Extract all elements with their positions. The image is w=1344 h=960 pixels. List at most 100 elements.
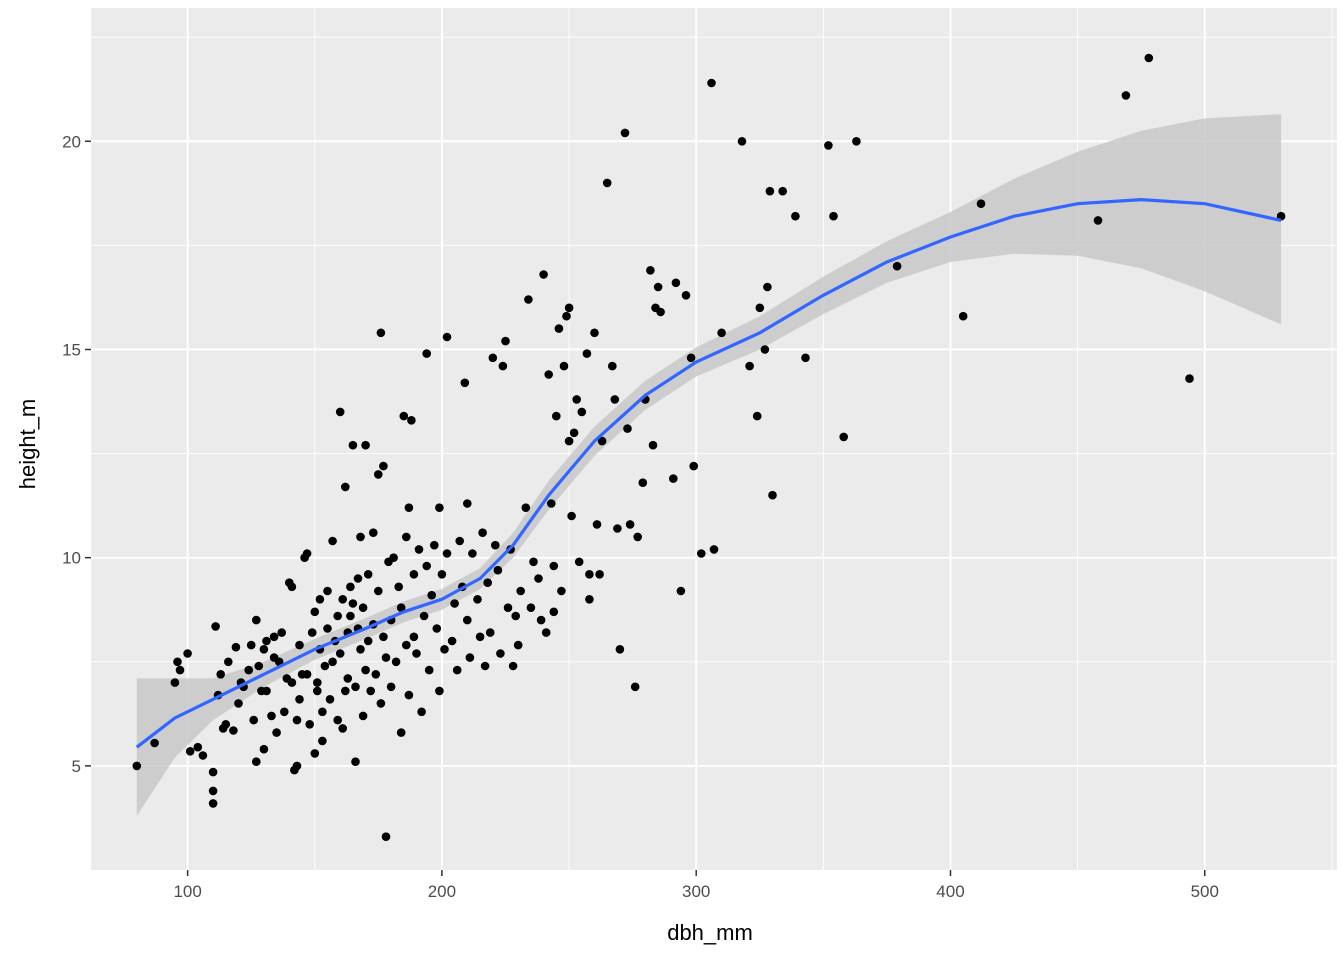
data-point — [549, 607, 559, 617]
x-tick-label: 400 — [936, 882, 964, 901]
y-axis-title: height_m — [15, 399, 40, 490]
data-point — [435, 686, 444, 696]
data-point — [791, 211, 800, 221]
data-point — [356, 532, 365, 542]
data-point — [351, 682, 360, 692]
data-point — [569, 428, 579, 438]
data-point — [752, 411, 762, 421]
data-point — [251, 615, 261, 625]
data-point — [409, 570, 419, 579]
data-point — [310, 749, 320, 758]
data-point — [463, 615, 472, 625]
data-point — [396, 603, 406, 612]
data-point — [463, 499, 472, 508]
y-axis-ticks: 5 10 15 20 — [62, 132, 91, 776]
data-point — [302, 670, 312, 679]
confidence-ribbon — [136, 114, 1282, 816]
data-point — [208, 786, 218, 796]
data-point — [343, 674, 353, 683]
data-point — [246, 640, 256, 650]
data-point — [320, 661, 330, 671]
data-point — [567, 511, 576, 521]
data-point — [198, 751, 208, 760]
data-point — [432, 624, 442, 633]
data-point — [633, 532, 642, 542]
data-point — [402, 640, 411, 650]
data-point — [483, 578, 493, 587]
data-point — [536, 615, 546, 625]
data-point — [224, 657, 233, 667]
data-point — [478, 528, 487, 537]
x-axis-title: dbh_mm — [667, 920, 753, 945]
data-point — [361, 440, 370, 450]
data-point — [671, 278, 681, 288]
data-point — [318, 707, 327, 717]
data-point — [338, 595, 348, 604]
data-point — [358, 603, 368, 612]
data-point — [656, 307, 665, 317]
data-point — [491, 540, 500, 550]
data-point — [763, 282, 772, 292]
data-point — [503, 603, 513, 612]
data-point — [892, 261, 902, 271]
data-point — [318, 736, 327, 746]
x-tick-label: 200 — [428, 882, 456, 901]
data-point — [1093, 216, 1103, 225]
data-point — [801, 353, 810, 363]
data-point — [335, 407, 345, 417]
data-points — [132, 53, 1286, 841]
data-point — [305, 720, 315, 729]
data-point — [251, 757, 261, 766]
data-point — [686, 353, 696, 363]
data-point — [391, 657, 401, 667]
y-tick-label: 15 — [62, 340, 81, 359]
data-point — [564, 436, 574, 446]
data-point — [559, 361, 569, 371]
data-point — [669, 474, 678, 483]
data-point — [824, 141, 833, 150]
data-point — [249, 715, 258, 725]
data-point — [442, 332, 452, 342]
data-point — [475, 632, 485, 642]
data-point — [310, 607, 320, 617]
data-point — [414, 545, 424, 554]
data-point — [424, 665, 434, 675]
data-point — [557, 586, 566, 596]
data-point — [234, 699, 243, 708]
data-point — [689, 461, 698, 471]
data-point — [755, 303, 765, 313]
data-point — [452, 665, 462, 675]
data-point — [638, 478, 648, 488]
data-point — [402, 532, 411, 542]
data-point — [681, 291, 691, 300]
data-point — [381, 653, 391, 662]
data-point — [745, 361, 754, 371]
data-point — [287, 582, 297, 592]
data-point — [760, 345, 770, 354]
data-point — [976, 199, 986, 208]
data-point — [262, 636, 271, 646]
data-point — [737, 137, 747, 146]
data-point — [399, 411, 409, 421]
data-point — [450, 599, 459, 608]
data-point — [562, 311, 571, 321]
data-point — [323, 624, 332, 633]
data-point — [338, 724, 348, 733]
data-point — [404, 503, 414, 512]
data-point — [259, 744, 269, 754]
data-point — [717, 328, 726, 338]
data-point — [648, 440, 658, 450]
data-point — [173, 657, 182, 667]
data-point — [277, 628, 287, 637]
data-point — [493, 565, 503, 575]
data-point — [613, 524, 622, 533]
data-point — [374, 470, 383, 479]
y-tick-label: 20 — [62, 132, 81, 151]
data-point — [346, 611, 355, 621]
data-point — [473, 595, 482, 604]
data-point — [501, 336, 510, 346]
data-point — [175, 665, 185, 675]
data-point — [427, 590, 437, 600]
data-point — [534, 574, 543, 583]
